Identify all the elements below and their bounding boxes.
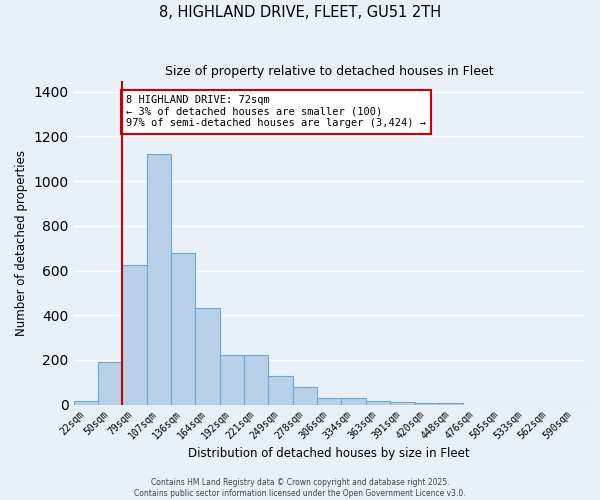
- Bar: [244, 356, 268, 405]
- Bar: [146, 154, 171, 404]
- Title: Size of property relative to detached houses in Fleet: Size of property relative to detached ho…: [165, 65, 494, 78]
- Bar: [98, 362, 122, 405]
- Bar: [317, 398, 341, 404]
- Y-axis label: Number of detached properties: Number of detached properties: [15, 150, 28, 336]
- X-axis label: Distribution of detached houses by size in Fleet: Distribution of detached houses by size …: [188, 447, 470, 460]
- Text: Contains HM Land Registry data © Crown copyright and database right 2025.
Contai: Contains HM Land Registry data © Crown c…: [134, 478, 466, 498]
- Bar: [268, 376, 293, 404]
- Bar: [390, 402, 415, 404]
- Text: 8, HIGHLAND DRIVE, FLEET, GU51 2TH: 8, HIGHLAND DRIVE, FLEET, GU51 2TH: [159, 5, 441, 20]
- Bar: [366, 401, 390, 404]
- Bar: [293, 386, 317, 404]
- Bar: [220, 356, 244, 405]
- Bar: [122, 265, 146, 404]
- Bar: [171, 252, 196, 404]
- Bar: [341, 398, 366, 404]
- Text: 8 HIGHLAND DRIVE: 72sqm
← 3% of detached houses are smaller (100)
97% of semi-de: 8 HIGHLAND DRIVE: 72sqm ← 3% of detached…: [126, 95, 426, 128]
- Bar: [74, 401, 98, 404]
- Bar: [196, 308, 220, 404]
